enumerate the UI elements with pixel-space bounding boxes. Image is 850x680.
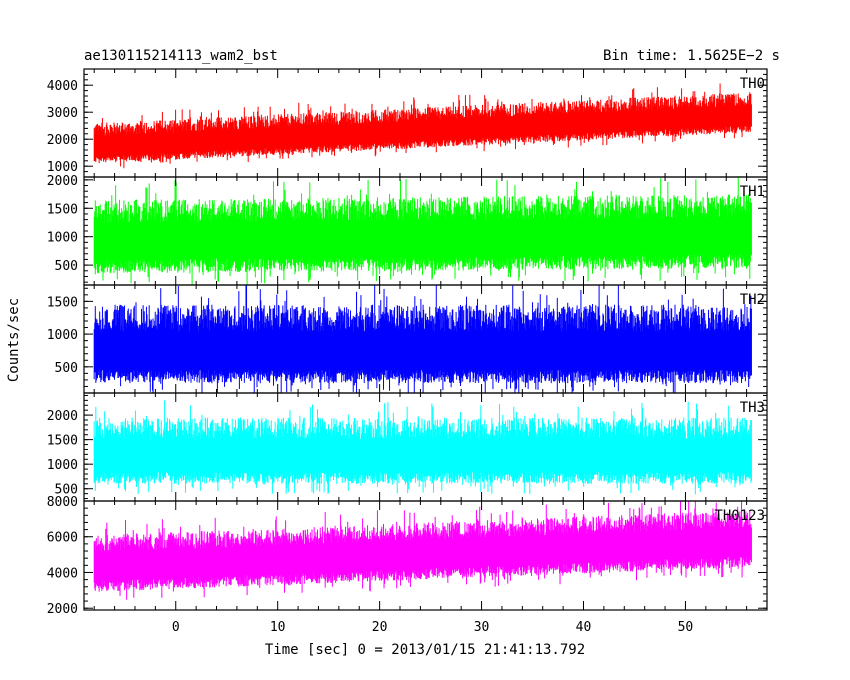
series-th2 — [93, 285, 752, 393]
y-tick-label: 1500 — [47, 202, 78, 217]
y-tick-label: 500 — [55, 361, 78, 376]
y-tick-label: 500 — [55, 483, 78, 498]
y-tick-label: 2000 — [47, 133, 78, 148]
y-tick-label: 1000 — [47, 231, 78, 246]
series-th0 — [93, 83, 752, 169]
panel-name: TH2 — [740, 292, 765, 308]
y-tick-label: 6000 — [47, 531, 78, 546]
y-tick-label: 500 — [55, 259, 78, 274]
y-tick-label: 2000 — [47, 602, 78, 617]
y-tick-label: 3000 — [47, 106, 78, 121]
y-tick-label: 2000 — [47, 409, 78, 424]
panel-th0123: 2000 4000 6000 8000 TH0123 — [47, 495, 768, 617]
x-tick-label: 40 — [576, 620, 592, 635]
series-th0123 — [93, 501, 752, 600]
y-tick-label: 8000 — [47, 495, 78, 510]
panel-frame — [83, 500, 768, 611]
panel-name: TH0 — [740, 76, 765, 92]
bin-time-label: Bin time: 1.5625E−2 s — [603, 48, 780, 64]
x-tick-label: 50 — [678, 620, 694, 635]
y-tick-label: 1500 — [47, 295, 78, 310]
series-th3 — [93, 400, 752, 495]
panel-th3: 500 1000 1500 2000 TH3 — [47, 392, 768, 502]
panel-th0: 1000 2000 3000 4000 TH0 — [47, 68, 768, 178]
panel-name: TH3 — [740, 400, 765, 416]
y-tick-label: 1500 — [47, 434, 78, 449]
y-tick-label: 1000 — [47, 160, 78, 175]
y-axis-label: Counts/sec — [6, 298, 22, 382]
y-tick-label: 4000 — [47, 79, 78, 94]
x-tick-label: 30 — [474, 620, 490, 635]
x-tick-label: 0 — [172, 620, 180, 635]
x-axis-label: Time [sec] 0 = 2013/01/15 21:41:13.792 — [265, 642, 585, 658]
x-tick-label: 10 — [270, 620, 286, 635]
y-tick-label: 2000 — [47, 174, 78, 189]
y-tick-label: 1000 — [47, 328, 78, 343]
panel-th1: 500 1000 1500 2000 TH1 — [47, 174, 768, 286]
panel-name: TH1 — [740, 184, 765, 200]
chart-title: ae130115214113_wam2_bst — [84, 48, 278, 64]
panel-th2: 500 1000 1500 TH2 — [47, 284, 768, 394]
x-tick-label: 20 — [372, 620, 388, 635]
series-th1 — [93, 177, 752, 285]
panel-name: TH0123 — [714, 508, 765, 524]
y-tick-label: 1000 — [47, 458, 78, 473]
y-tick-label: 4000 — [47, 566, 78, 581]
